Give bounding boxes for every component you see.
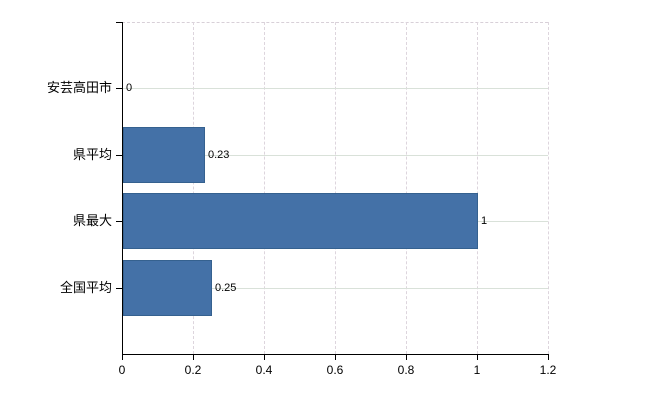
x-axis-tick [264,355,265,360]
vertical-gridline [477,22,478,354]
x-tick-label: 1 [473,363,481,377]
x-tick-label: 0.6 [326,363,344,377]
x-axis-tick [406,355,407,360]
x-axis-line [122,354,549,355]
y-axis-tick [116,221,122,222]
y-axis-tick [116,22,122,23]
y-axis-tick [116,155,122,156]
vertical-gridline [193,22,194,354]
x-axis-tick [193,355,194,360]
vertical-gridline [335,22,336,354]
x-axis-tick [548,355,549,360]
x-axis-tick [335,355,336,360]
x-tick-label: 0.4 [255,363,273,377]
bar-data-label: 0 [126,82,133,94]
category-label: 全国平均 [59,280,112,295]
x-tick-label: 0 [118,363,126,377]
bar[interactable] [123,260,212,316]
bar-data-label: 0.25 [215,282,237,294]
x-axis-tick [477,355,478,360]
y-axis-line [122,22,123,354]
horizontal-gridline [122,155,548,156]
category-label: 県最大 [72,213,112,228]
bar[interactable] [123,193,478,249]
vertical-gridline [548,22,549,354]
bar-data-label: 0.23 [208,149,230,161]
horizontal-gridline [122,288,548,289]
x-tick-label: 0.2 [184,363,202,377]
vertical-gridline [264,22,265,354]
bar-data-label: 1 [481,215,488,227]
x-axis-tick [122,355,123,360]
x-tick-label: 0.8 [397,363,415,377]
vertical-gridline [406,22,407,354]
bar[interactable] [123,127,205,183]
x-tick-label: 1.2 [539,363,557,377]
y-axis-tick [116,288,122,289]
horizontal-gridline [122,88,548,89]
category-label: 県平均 [72,147,112,162]
category-label: 安芸高田市 [46,80,112,95]
y-axis-tick [116,88,122,89]
